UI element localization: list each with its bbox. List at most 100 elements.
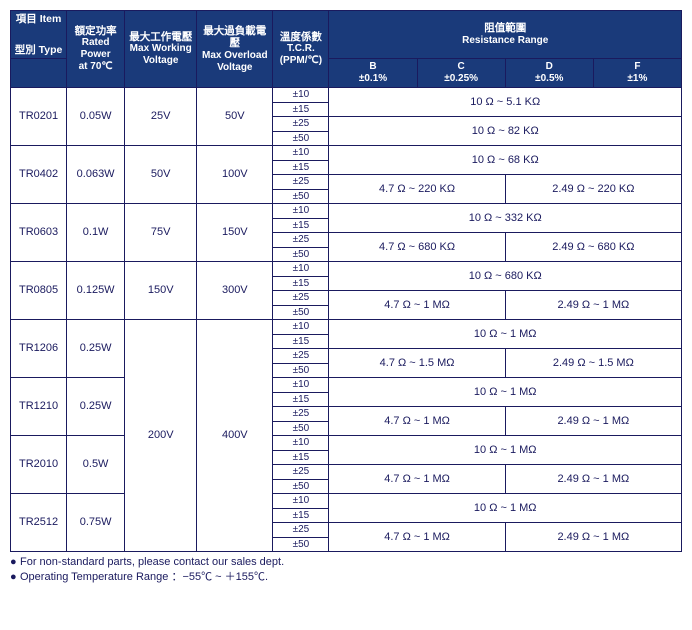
cell-mov: 100V [197, 146, 273, 204]
cell-rr: 10 Ω ~ 332 KΩ [329, 204, 682, 233]
cell-type: TR2010 [11, 436, 67, 494]
cell-mwv: 25V [125, 88, 197, 146]
hdr-power-en1: Rated [69, 37, 122, 49]
table-row: TR1210 0.25W ±10 10 Ω ~ 1 MΩ [11, 378, 682, 393]
hdr-mov-en1: Max Overload [199, 50, 270, 62]
cell-tcr: ±10 [273, 88, 329, 103]
cell-mwv: 150V [125, 262, 197, 320]
cell-tcr: ±25 [273, 465, 329, 480]
cell-type: TR0805 [11, 262, 67, 320]
table-row: TR0603 0.1W 75V 150V ±10 10 Ω ~ 332 KΩ [11, 204, 682, 219]
cell-tcr: ±10 [273, 146, 329, 161]
cell-rr: 10 Ω ~ 680 KΩ [329, 262, 682, 291]
footnotes: ●For non-standard parts, please contact … [10, 555, 682, 585]
cell-tcr: ±25 [273, 523, 329, 538]
hdr-item: 項目 Item 型別 Type [11, 11, 67, 59]
hdr-power-en3: at 70℃ [69, 61, 122, 73]
cell-tcr: ±15 [273, 392, 329, 407]
hdr-rr-cn: 阻值範圍 [331, 22, 679, 35]
cell-tcr: ±50 [273, 537, 329, 552]
cell-power: 0.063W [67, 146, 125, 204]
hdr-type-cn: 型別 Type [13, 44, 64, 57]
cell-type: TR0402 [11, 146, 67, 204]
hdr-col-b-l: B [331, 61, 414, 73]
cell-tcr: ±50 [273, 363, 329, 378]
hdr-col-f: F ±1% [593, 59, 681, 88]
cell-tcr: ±25 [273, 291, 329, 306]
table-row: TR1206 0.25W 200V 400V ±10 10 Ω ~ 1 MΩ [11, 320, 682, 335]
cell-power: 0.5W [67, 436, 125, 494]
cell-rr: 10 Ω ~ 1 MΩ [329, 378, 682, 407]
footnote-1: ●For non-standard parts, please contact … [10, 555, 682, 570]
cell-tcr: ±10 [273, 320, 329, 335]
hdr-mwv-cn: 最大工作電壓 [127, 31, 194, 44]
hdr-power: 額定功率 Rated Power at 70℃ [67, 11, 125, 88]
hdr-power-en2: Power [69, 49, 122, 61]
hdr-power-cn: 額定功率 [69, 25, 122, 38]
table-row: TR2512 0.75W ±10 10 Ω ~ 1 MΩ [11, 494, 682, 509]
cell-mwv: 50V [125, 146, 197, 204]
cell-rr: 2.49 Ω ~ 680 KΩ [505, 233, 681, 262]
hdr-mwv-en2: Voltage [127, 55, 194, 67]
header-row-1: 項目 Item 型別 Type 額定功率 Rated Power at 70℃ … [11, 11, 682, 59]
hdr-item-cn: 項目 Item [13, 13, 64, 26]
cell-rr: 4.7 Ω ~ 1 MΩ [329, 291, 505, 320]
cell-tcr: ±50 [273, 247, 329, 262]
spec-table: 項目 Item 型別 Type 額定功率 Rated Power at 70℃ … [10, 10, 682, 552]
cell-tcr: ±25 [273, 407, 329, 422]
cell-rr: 4.7 Ω ~ 1 MΩ [329, 523, 505, 552]
cell-tcr: ±25 [273, 233, 329, 248]
cell-power: 0.25W [67, 320, 125, 378]
hdr-col-b: B ±0.1% [329, 59, 417, 88]
hdr-rr: 阻值範圍 Resistance Range [329, 11, 682, 59]
cell-type: TR0201 [11, 88, 67, 146]
cell-power: 0.75W [67, 494, 125, 552]
cell-rr: 10 Ω ~ 82 KΩ [329, 117, 682, 146]
cell-rr: 2.49 Ω ~ 1 MΩ [505, 465, 681, 494]
cell-type: TR1206 [11, 320, 67, 378]
cell-type: TR2512 [11, 494, 67, 552]
hdr-col-c-t: ±0.25% [420, 73, 503, 85]
cell-tcr: ±15 [273, 508, 329, 523]
cell-tcr: ±15 [273, 334, 329, 349]
table-row: TR0201 0.05W 25V 50V ±10 10 Ω ~ 5.1 KΩ [11, 88, 682, 103]
hdr-col-b-t: ±0.1% [331, 73, 414, 85]
cell-tcr: ±15 [273, 102, 329, 117]
footnote-1-text: For non-standard parts, please contact o… [20, 556, 284, 568]
cell-tcr: ±25 [273, 117, 329, 132]
cell-tcr: ±15 [273, 276, 329, 291]
cell-tcr: ±25 [273, 175, 329, 190]
hdr-col-f-l: F [596, 61, 679, 73]
hdr-tcr: 溫度係數 T.C.R. (PPM/℃) [273, 11, 329, 88]
hdr-col-d-l: D [508, 61, 591, 73]
hdr-tcr-en2: (PPM/℃) [275, 55, 326, 67]
cell-tcr: ±50 [273, 189, 329, 204]
cell-rr: 2.49 Ω ~ 1 MΩ [505, 523, 681, 552]
hdr-col-c-l: C [420, 61, 503, 73]
cell-tcr: ±50 [273, 305, 329, 320]
cell-rr: 10 Ω ~ 5.1 KΩ [329, 88, 682, 117]
cell-tcr: ±15 [273, 450, 329, 465]
hdr-mwv-en1: Max Working [127, 43, 194, 55]
cell-tcr: ±15 [273, 218, 329, 233]
footnote-2-text: Operating Temperature Range ：−55℃ ~ ＋155… [20, 571, 268, 583]
cell-tcr: ±50 [273, 131, 329, 146]
hdr-col-f-t: ±1% [596, 73, 679, 85]
hdr-tcr-cn: 溫度係數 [275, 31, 326, 44]
cell-rr: 2.49 Ω ~ 1 MΩ [505, 407, 681, 436]
footnote-2: ●Operating Temperature Range ：−55℃ ~ ＋15… [10, 570, 682, 585]
cell-mov: 300V [197, 262, 273, 320]
cell-rr: 10 Ω ~ 1 MΩ [329, 436, 682, 465]
cell-tcr: ±10 [273, 436, 329, 451]
cell-power: 0.125W [67, 262, 125, 320]
hdr-mov-en2: Voltage [199, 62, 270, 74]
table-row: TR0402 0.063W 50V 100V ±10 10 Ω ~ 68 KΩ [11, 146, 682, 161]
cell-rr: 2.49 Ω ~ 220 KΩ [505, 175, 681, 204]
cell-rr: 2.49 Ω ~ 1 MΩ [505, 291, 681, 320]
cell-power: 0.05W [67, 88, 125, 146]
hdr-mov-cn: 最大過負載電壓 [199, 25, 270, 50]
cell-rr: 4.7 Ω ~ 220 KΩ [329, 175, 505, 204]
hdr-mwv: 最大工作電壓 Max Working Voltage [125, 11, 197, 88]
cell-mov: 400V [197, 320, 273, 552]
cell-rr: 10 Ω ~ 1 MΩ [329, 494, 682, 523]
